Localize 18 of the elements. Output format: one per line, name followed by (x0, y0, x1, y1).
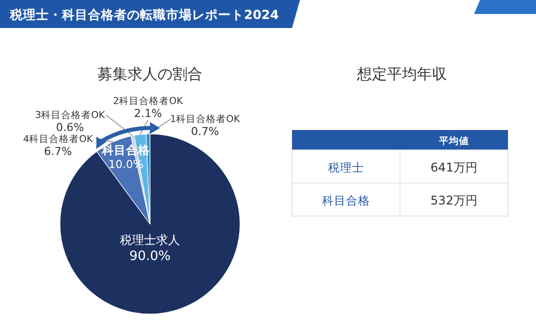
slice-label: 1科目合格者OK (170, 113, 241, 125)
text: 532万円 (430, 194, 478, 208)
data-label: 0.7% (191, 125, 219, 138)
slice-label: 3科目合格者OK (35, 109, 106, 121)
category-label: 税理士 (328, 160, 364, 174)
data-label: 2.1% (134, 107, 162, 120)
chart-title: 税理士・科目合格者の転職市場レポート2024 (9, 7, 280, 22)
text: 641万円 (430, 160, 478, 174)
text: 想定平均年収 (356, 65, 447, 83)
text: 平均値 (438, 135, 469, 147)
data-label: 90.0% (129, 249, 171, 264)
slice-label: 2科目合格者OK (113, 95, 184, 107)
data-label: 0.6% (56, 121, 84, 134)
slice-label: 税理士求人 (120, 233, 180, 247)
data-label: 6.7% (44, 145, 72, 158)
chart-subtitle: 募集求人の割合 (98, 65, 202, 83)
slice-label: 4科目合格者OK (23, 133, 94, 145)
category-label: 科目合格 (322, 194, 370, 208)
